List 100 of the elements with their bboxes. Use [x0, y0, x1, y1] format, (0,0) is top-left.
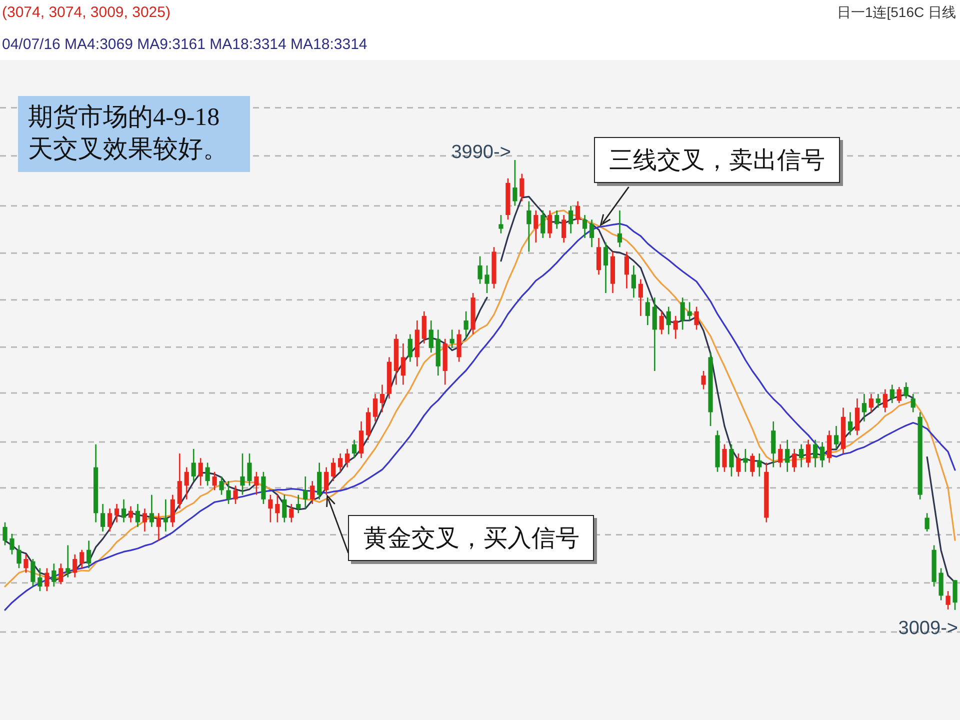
annotation: 黄金交叉，买入信号 — [348, 514, 594, 561]
candlestick — [358, 420, 364, 459]
candlestick — [198, 457, 203, 486]
annotation: 三线交叉，卖出信号 — [594, 136, 840, 183]
candlestick — [282, 494, 287, 523]
candlestick — [924, 512, 930, 532]
candlestick — [799, 444, 804, 468]
candlestick — [344, 448, 350, 468]
candlestick — [261, 471, 266, 505]
candlestick — [806, 439, 811, 468]
candlestick — [631, 264, 636, 298]
candlestick — [324, 466, 329, 496]
candlestick — [128, 506, 134, 523]
candlestick — [478, 256, 482, 284]
candlestick — [191, 448, 196, 482]
candlestick — [240, 452, 245, 496]
candlestick — [512, 159, 518, 206]
candlestick — [750, 452, 755, 478]
candlestick — [624, 251, 629, 290]
candlestick — [121, 498, 126, 523]
candlestick — [317, 462, 322, 500]
candlestick — [66, 544, 70, 578]
candlestick — [862, 393, 866, 422]
candlestick — [736, 452, 741, 478]
candlestick — [498, 214, 504, 234]
candlestick — [680, 296, 685, 330]
candlestick — [652, 296, 657, 372]
text: 日一1连[516C 日线 — [836, 4, 956, 22]
candlestick — [352, 439, 357, 459]
candlestick — [952, 579, 958, 611]
candlestick — [868, 393, 874, 413]
candlestick — [757, 452, 762, 478]
candlestick — [170, 494, 175, 528]
candlestick — [380, 384, 385, 413]
candlestick — [882, 388, 888, 413]
candlestick — [722, 444, 727, 473]
candlestick — [428, 320, 434, 354]
candlestick — [16, 544, 22, 569]
candlestick — [135, 503, 140, 528]
candlestick — [296, 494, 301, 514]
candlestick — [2, 522, 8, 546]
candlestick — [149, 494, 154, 528]
candlestick — [338, 452, 343, 473]
candlestick — [163, 498, 168, 532]
candlestick — [205, 462, 210, 486]
candlestick — [701, 370, 706, 390]
candlestick — [687, 302, 692, 322]
candlestick — [100, 503, 106, 532]
candlestick — [226, 480, 231, 505]
candlestick — [554, 210, 560, 230]
candlestick — [938, 568, 944, 601]
candlestick — [24, 554, 28, 574]
candlestick — [792, 448, 797, 473]
candlestick — [372, 393, 378, 422]
candlestick — [10, 533, 14, 556]
candlestick — [848, 412, 853, 436]
candlestick — [44, 568, 50, 592]
candlestick — [177, 452, 182, 510]
candlestick — [596, 237, 602, 276]
candlestick — [645, 296, 650, 326]
candlestick — [464, 310, 468, 340]
candlestick — [778, 444, 783, 468]
text: 04/07/16 MA4:3069 MA9:3161 MA18:3314 MA18:3314 — [2, 36, 368, 53]
candlestick — [694, 306, 699, 330]
candlestick — [184, 466, 189, 500]
annotation: 3009-> — [898, 618, 958, 639]
candlestick — [275, 494, 280, 523]
candlestick — [72, 554, 78, 578]
candlestick — [896, 386, 902, 404]
candlestick — [310, 480, 315, 505]
candlestick — [876, 393, 880, 408]
candlestick — [484, 264, 490, 294]
candlestick — [666, 306, 671, 335]
candlestick — [38, 568, 42, 592]
candlestick — [456, 329, 462, 362]
candlestick — [247, 452, 252, 486]
candlestick — [826, 430, 832, 464]
candlestick — [400, 342, 406, 386]
candlestick — [254, 471, 259, 496]
candlestick — [233, 484, 238, 505]
annotation: 3990-> — [451, 142, 511, 163]
candlestick — [890, 384, 894, 404]
candlestick — [52, 562, 56, 588]
candlestick — [303, 476, 308, 510]
candlestick — [289, 503, 294, 523]
candlestick — [526, 200, 532, 252]
candlestick — [834, 425, 839, 450]
candlestick — [673, 315, 678, 340]
candlestick — [540, 210, 546, 239]
candlestick — [366, 407, 371, 440]
candlestick — [114, 503, 120, 523]
annotation: 期货市场的4-9-18 天交叉效果较好。 — [18, 96, 250, 172]
candlestick — [820, 441, 825, 468]
candlestick — [422, 310, 426, 344]
candlestick — [408, 334, 412, 362]
candlestick — [219, 476, 224, 496]
candlestick — [904, 382, 908, 400]
candlestick — [812, 439, 818, 468]
candlestick — [548, 210, 552, 239]
candlestick — [562, 214, 566, 244]
